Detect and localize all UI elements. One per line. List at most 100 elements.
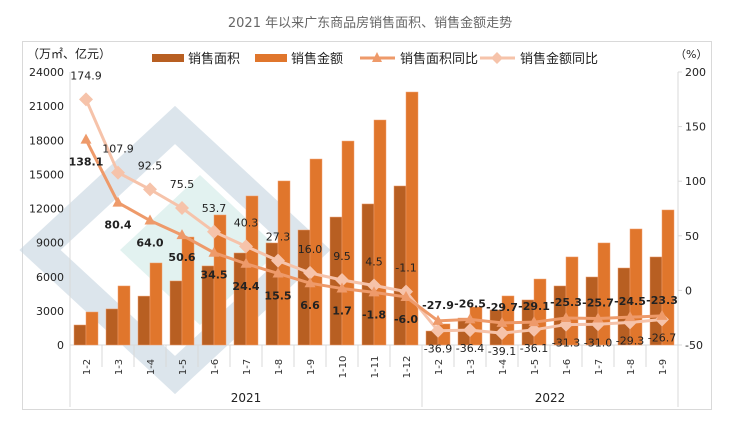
data-label-area-yoy: -29.1 — [518, 300, 550, 313]
legend-label: 销售面积同比 — [400, 51, 478, 67]
data-label-area-yoy: -26.5 — [454, 297, 486, 310]
left-tick-label: 24000 — [29, 66, 64, 79]
diamond-marker — [239, 239, 253, 254]
legend-diamond-icon — [491, 52, 503, 64]
left-tick-label: 21000 — [29, 100, 64, 113]
data-label-amount-yoy: -36.4 — [456, 342, 484, 355]
diamond-marker — [495, 326, 509, 341]
data-label-area-yoy: 64.0 — [136, 237, 163, 250]
data-label-amount-yoy: -39.1 — [488, 345, 516, 358]
chart-frame — [22, 41, 712, 410]
bar-amount — [85, 311, 99, 346]
triangle-marker — [208, 246, 220, 257]
right-tick-label: 150 — [685, 121, 706, 134]
bar-area — [361, 203, 375, 346]
triangle-marker — [464, 313, 476, 324]
x-tick-label: 1-5 — [178, 359, 189, 375]
left-tick-label: 0 — [57, 339, 64, 352]
triangle-marker — [656, 309, 668, 320]
data-label-amount-yoy: -31.3 — [552, 337, 580, 350]
data-label-area-yoy: 24.4 — [232, 280, 259, 293]
triangle-marker — [624, 311, 636, 322]
diamond-marker — [367, 278, 381, 293]
triangle-marker — [304, 277, 316, 288]
data-label-area-yoy: -25.3 — [550, 296, 582, 309]
diamond-marker — [271, 253, 285, 268]
triangle-marker — [368, 286, 380, 297]
data-label-amount-yoy: 9.5 — [333, 250, 351, 263]
diamond-marker — [463, 323, 477, 338]
bar-amount — [245, 195, 259, 346]
legend-swatch — [255, 54, 287, 62]
x-tick-label: 1-9 — [658, 359, 669, 375]
right-tick-label: 0 — [685, 284, 692, 297]
data-label-area-yoy: 80.4 — [104, 219, 131, 232]
data-label-area-yoy: -6.0 — [394, 313, 418, 326]
triangle-marker — [336, 282, 348, 293]
bar-area — [169, 280, 183, 346]
group-label: 2021 — [231, 391, 262, 405]
triangle-marker — [432, 314, 444, 325]
x-tick-label: 1-8 — [274, 359, 285, 375]
x-tick-label: 1-7 — [594, 359, 605, 375]
bar-amount — [341, 140, 355, 346]
triangle-marker — [400, 290, 412, 301]
bar-area — [105, 308, 119, 346]
right-axis-label: （%） — [675, 48, 707, 61]
triangle-marker — [272, 267, 284, 278]
triangle-marker — [240, 257, 252, 268]
right-tick-label: -50 — [685, 339, 703, 352]
x-tick-label: 1-3 — [466, 359, 477, 375]
x-tick-label: 1-9 — [306, 359, 317, 375]
left-tick-label: 6000 — [36, 271, 64, 284]
x-tick-label: 1-6 — [562, 359, 573, 375]
data-label-amount-yoy: 174.9 — [70, 69, 102, 82]
legend-label: 销售金额 — [291, 51, 343, 67]
left-tick-label: 15000 — [29, 168, 64, 181]
data-label-amount-yoy: -29.3 — [616, 334, 644, 347]
bar-amount — [597, 242, 611, 346]
x-tick-label: 1-3 — [114, 359, 125, 375]
data-label-area-yoy: 50.6 — [168, 251, 195, 264]
bar-amount — [213, 214, 227, 346]
diamond-marker — [527, 322, 541, 337]
bar-area — [73, 324, 87, 346]
x-tick-label: 1-6 — [210, 359, 221, 375]
right-tick-label: 50 — [685, 230, 699, 243]
left-tick-label: 9000 — [36, 237, 64, 250]
triangle-marker — [560, 312, 572, 323]
chart-title: 2021 年以来广东商品房销售面积、销售金额走势 — [227, 16, 513, 31]
data-label-amount-yoy: 92.5 — [138, 159, 163, 172]
left-tick-label: 18000 — [29, 134, 64, 147]
data-label-amount-yoy: 16.0 — [298, 243, 323, 256]
x-tick-label: 1-10 — [338, 356, 349, 379]
diamond-marker — [143, 182, 157, 197]
diamond-marker — [303, 265, 317, 280]
data-label-amount-yoy: -26.7 — [648, 332, 676, 345]
left-tick-label: 3000 — [36, 305, 64, 318]
legend-triangle-icon — [372, 52, 382, 62]
data-label-area-yoy: -25.7 — [582, 296, 614, 309]
diamond-marker — [175, 200, 189, 215]
x-tick-label: 1-2 — [434, 359, 445, 375]
data-label-amount-yoy: 40.3 — [234, 216, 259, 229]
x-tick-label: 1-4 — [498, 359, 509, 375]
x-tick-label: 1-8 — [626, 359, 637, 375]
triangle-marker — [144, 214, 156, 225]
x-tick-label: 1-4 — [146, 359, 157, 375]
data-label-area-yoy: -24.5 — [614, 295, 646, 308]
bar-amount — [661, 209, 675, 346]
left-tick-label: 12000 — [29, 203, 64, 216]
diamond-marker — [335, 273, 349, 288]
bar-amount — [309, 158, 323, 346]
triangle-marker — [112, 196, 124, 207]
x-tick-label: 1-5 — [530, 359, 541, 375]
data-label-amount-yoy: 75.5 — [170, 178, 195, 191]
data-label-area-yoy: 138.1 — [69, 156, 104, 169]
bar-amount — [149, 262, 163, 346]
data-label-amount-yoy: -1.1 — [395, 262, 416, 275]
diamond-marker — [207, 224, 221, 239]
data-label-area-yoy: 1.7 — [332, 305, 352, 318]
triangle-marker — [592, 312, 604, 323]
